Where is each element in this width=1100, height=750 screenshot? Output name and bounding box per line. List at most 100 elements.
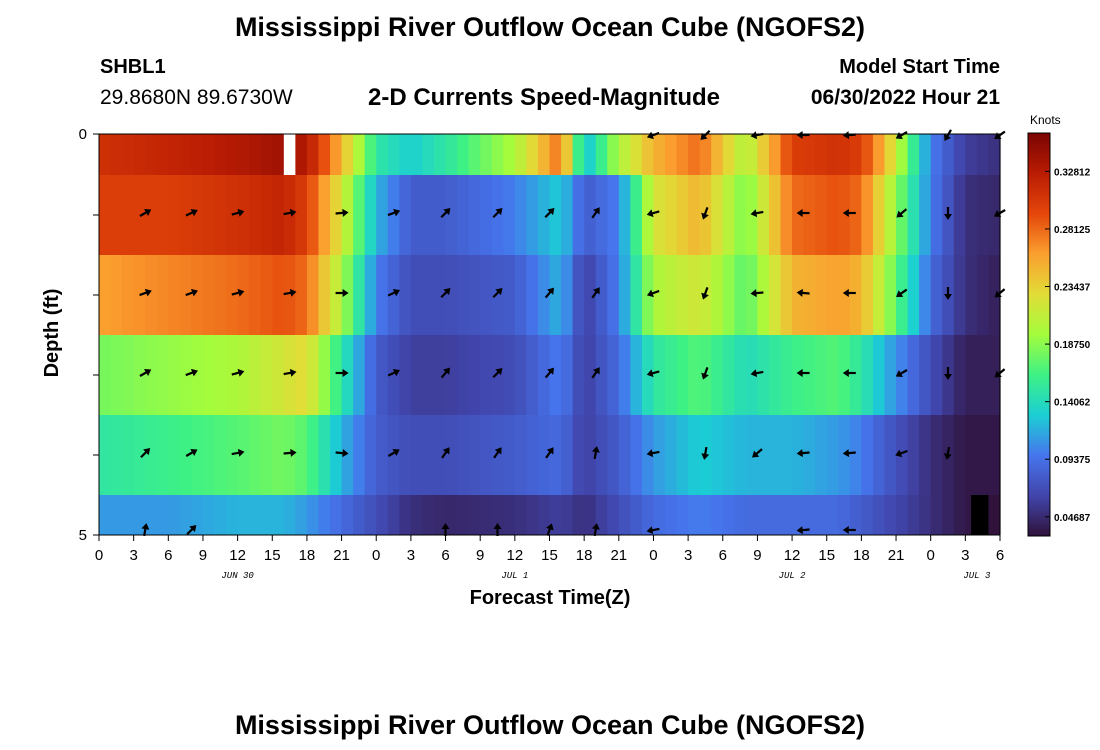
heatmap-cell	[364, 415, 377, 495]
heatmap-cell	[768, 175, 782, 255]
current-arrow	[701, 446, 710, 460]
heatmap-cell	[318, 495, 331, 535]
heatmap-cell	[110, 175, 123, 255]
current-arrow-head	[842, 526, 849, 534]
current-arrow	[646, 209, 660, 218]
heatmap-cell	[457, 175, 470, 255]
heatmap-cell	[872, 134, 886, 175]
heatmap-cell	[237, 415, 250, 495]
heatmap-cell	[468, 335, 481, 415]
heatmap-cell	[676, 335, 689, 415]
x-tick-label: 3	[407, 547, 415, 564]
current-arrow	[544, 287, 554, 299]
heatmap-cell	[480, 335, 493, 415]
heatmap-cell	[849, 335, 862, 415]
current-arrow-head	[592, 207, 600, 215]
heatmap-cell	[399, 134, 412, 175]
current-arrow	[796, 288, 810, 297]
heatmap-cell	[202, 175, 216, 255]
heatmap-cell	[792, 495, 805, 535]
station-coordinates: 29.8680N 89.6730W	[100, 86, 293, 109]
heatmap-cell	[422, 134, 435, 175]
heatmap-cell	[295, 134, 308, 175]
heatmap-cell	[549, 175, 562, 255]
heatmap-cell	[283, 495, 296, 535]
heatmap-cell	[410, 335, 424, 415]
heatmap-cell	[364, 175, 377, 255]
heatmap-cell	[665, 495, 678, 535]
heatmap-cell	[537, 415, 551, 495]
heatmap-cell	[768, 415, 782, 495]
heatmap-cell	[676, 255, 689, 335]
heatmap-cell	[722, 134, 735, 175]
heatmap-cell	[907, 255, 920, 335]
current-arrow	[139, 369, 152, 377]
heatmap-cell	[815, 415, 828, 495]
heatmap-cell	[607, 415, 620, 495]
heatmap-cell	[399, 175, 412, 255]
heatmap-cell	[722, 255, 735, 335]
heatmap-cell	[526, 415, 539, 495]
heatmap-cell	[202, 255, 216, 335]
heatmap-cell	[849, 415, 862, 495]
current-arrow-head	[842, 449, 850, 458]
heatmap-cell	[491, 255, 504, 335]
heatmap-cell	[480, 175, 493, 255]
heatmap-cell	[306, 255, 320, 335]
current-arrow	[283, 208, 297, 217]
heatmap-cell	[422, 415, 435, 495]
current-arrow	[895, 369, 908, 377]
current-arrow	[591, 287, 600, 299]
heatmap-cell	[792, 134, 805, 175]
heatmap-cell	[688, 335, 701, 415]
current-arrow	[185, 288, 198, 297]
missing-data-cell	[283, 134, 296, 175]
heatmap-cell	[237, 495, 250, 535]
heatmap-cell	[826, 134, 839, 175]
heatmap-cell	[665, 415, 678, 495]
heatmap-cell	[410, 175, 424, 255]
current-arrow-head	[546, 447, 554, 455]
heatmap-cell	[618, 495, 631, 535]
heatmap-cell	[110, 335, 123, 415]
current-arrow-head	[750, 209, 758, 218]
x-tick-label: 18	[576, 547, 593, 564]
current-arrow-head	[290, 448, 297, 457]
current-arrow-head	[237, 448, 245, 457]
heatmap-cell	[745, 495, 759, 535]
heatmap-cell	[768, 134, 782, 175]
heatmap-cell	[907, 335, 920, 415]
heatmap-cell	[595, 335, 608, 415]
heatmap-cell	[688, 495, 701, 535]
heatmap-cell	[688, 134, 701, 175]
current-arrow	[896, 288, 908, 298]
heatmap-cell	[722, 335, 735, 415]
heatmap-cell	[191, 415, 204, 495]
heatmap-cell	[410, 495, 424, 535]
x-tick-label: 6	[164, 547, 172, 564]
heatmap-cell	[988, 255, 1001, 335]
heatmap-cell	[237, 335, 250, 415]
heatmap-cell	[584, 175, 597, 255]
current-arrow-head	[842, 131, 850, 140]
heatmap-cell	[272, 495, 285, 535]
heatmap-cell	[468, 495, 481, 535]
heatmap-cell	[445, 495, 458, 535]
x-tick-label: 21	[888, 547, 905, 564]
current-arrow-head	[701, 372, 709, 380]
heatmap-cell	[457, 415, 470, 495]
heatmap-cell	[930, 175, 943, 255]
heatmap-cell	[665, 335, 678, 415]
heatmap-cell	[145, 415, 158, 495]
heatmap-cell	[653, 134, 666, 175]
x-axis-label: Forecast Time(Z)	[470, 587, 631, 609]
colorbar-tick-label: 0.14062	[1054, 398, 1091, 409]
heatmap-cell	[260, 134, 273, 175]
heatmap-cell	[145, 255, 158, 335]
current-arrow	[646, 289, 660, 298]
heatmap-cell	[884, 495, 897, 535]
heatmap-cell	[295, 335, 308, 415]
colorbar-tick-label: 0.18750	[1054, 340, 1091, 351]
heatmap-cell	[422, 335, 435, 415]
heatmap-cell	[953, 255, 966, 335]
